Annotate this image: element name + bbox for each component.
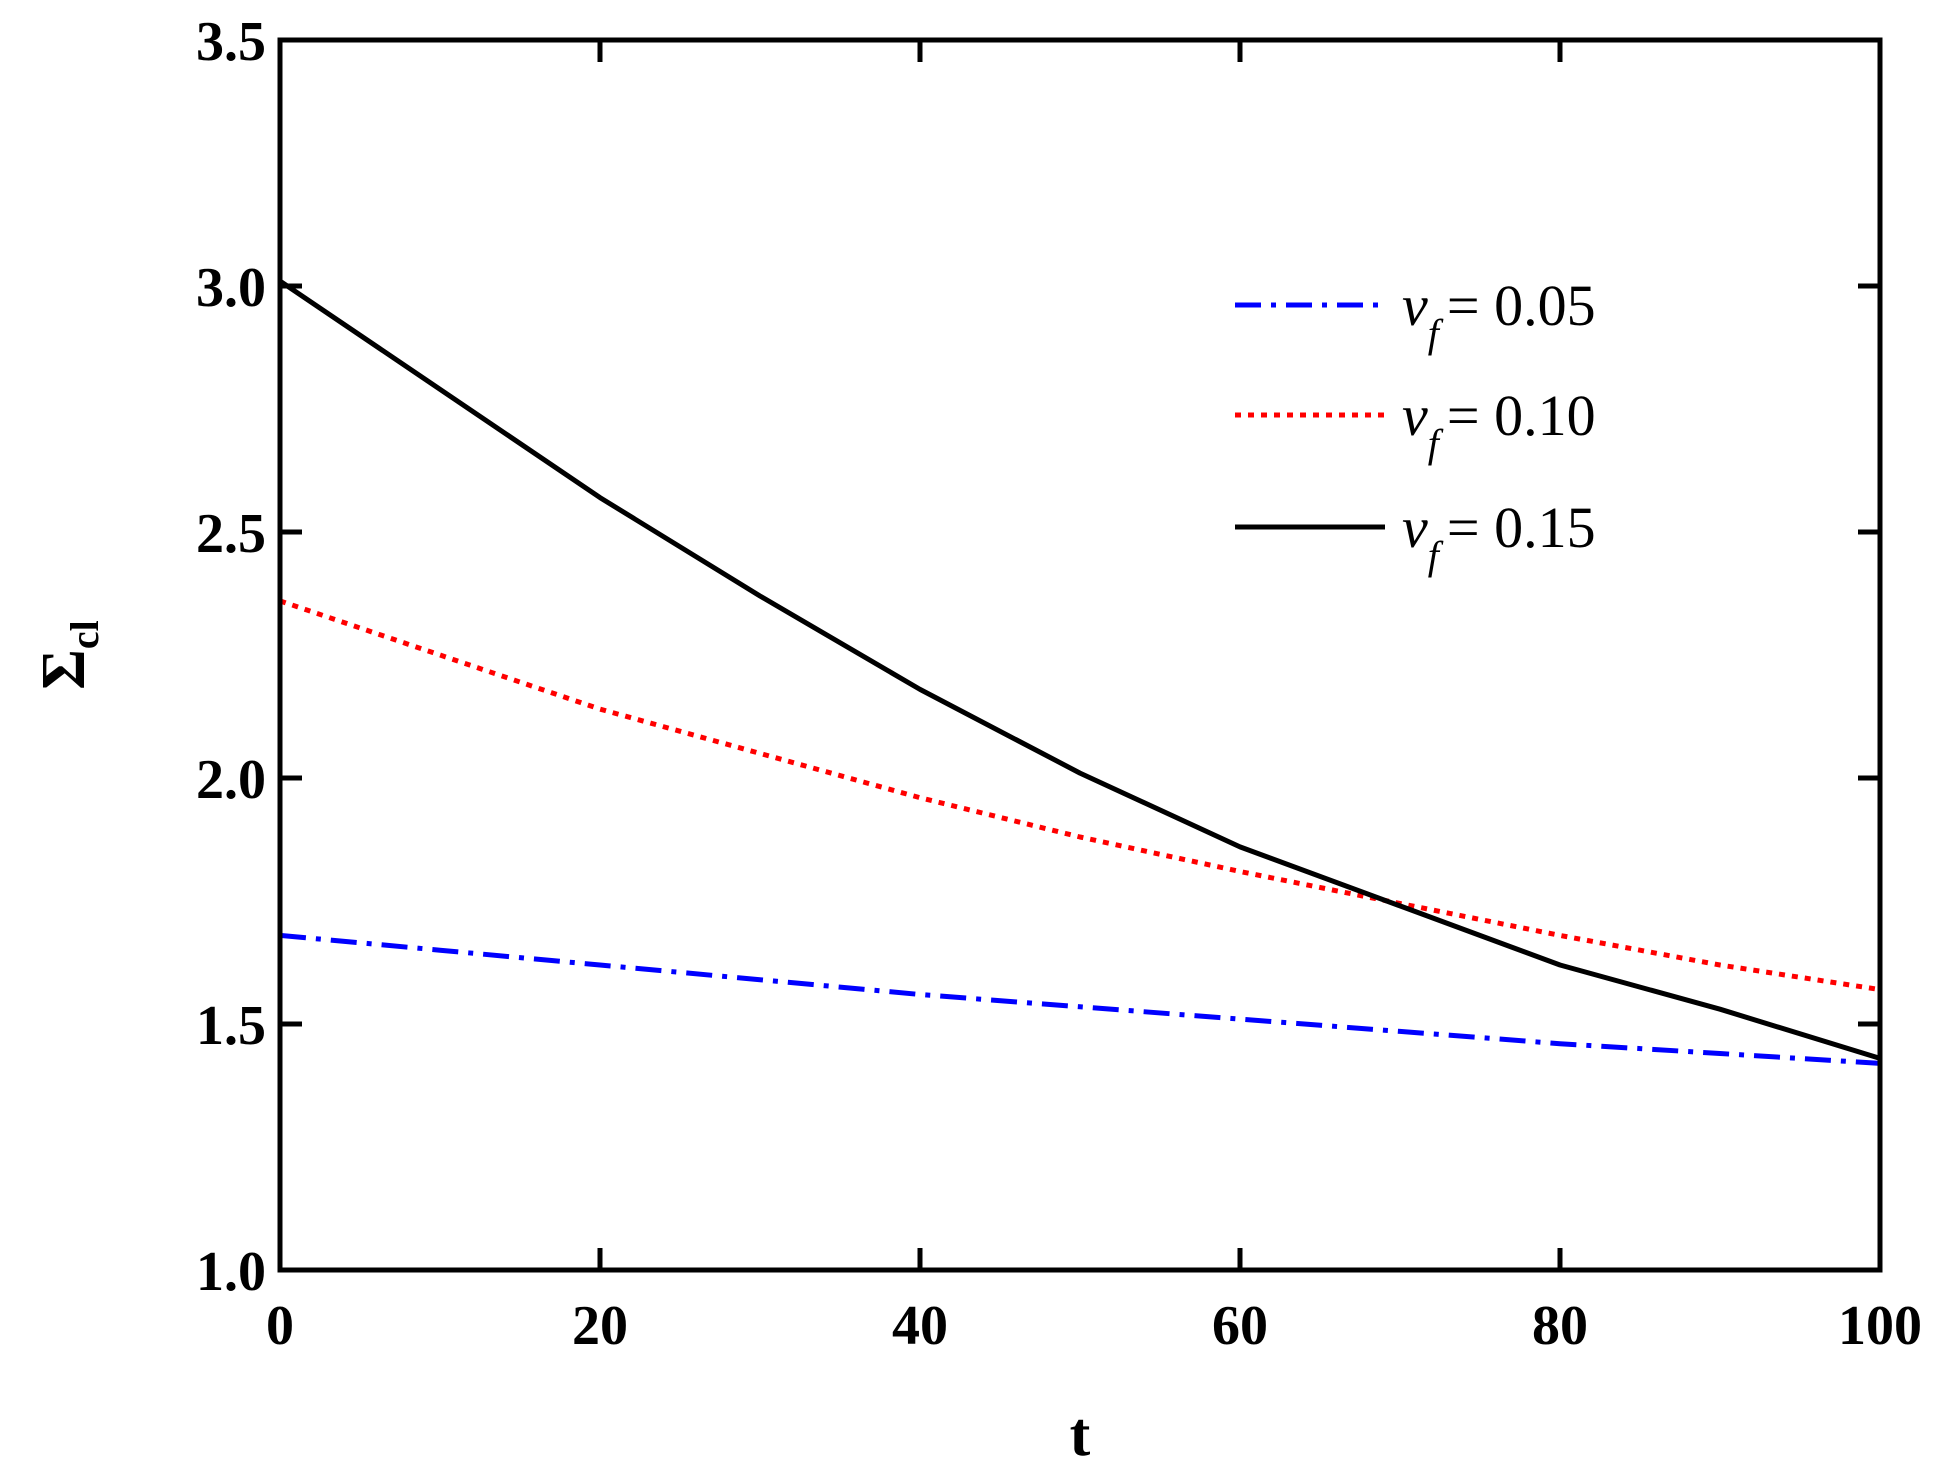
x-tick-label: 100 — [1838, 1295, 1922, 1357]
legend-value: = 0.15 — [1447, 495, 1596, 560]
legend-symbol: v — [1402, 273, 1428, 338]
y-axis-label-symbol: Σ — [30, 649, 98, 690]
y-tick-label: 2.5 — [196, 503, 266, 565]
legend-value: = 0.05 — [1447, 273, 1596, 338]
y-tick-label: 3.5 — [196, 11, 266, 73]
legend-symbol: v — [1402, 383, 1428, 448]
x-tick-label: 60 — [1212, 1295, 1268, 1357]
x-tick-label: 80 — [1532, 1295, 1588, 1357]
x-axis-label: t — [1070, 1401, 1091, 1461]
legend-subscript: f — [1428, 311, 1444, 356]
legend-subscript: f — [1428, 533, 1444, 578]
legend-symbol: v — [1402, 495, 1428, 560]
y-tick-label: 1.5 — [196, 995, 266, 1057]
x-tick-label: 0 — [266, 1295, 294, 1357]
y-tick-label: 1.0 — [196, 1241, 266, 1303]
series-lines — [278, 279, 1881, 1066]
series-line-1 — [279, 598, 1881, 993]
y-axis-label: Σcl — [30, 620, 107, 689]
y-tick-label: 2.0 — [196, 749, 266, 811]
legend-entry-2: vf = 0.15 — [1402, 495, 1596, 578]
legend-entry-1: vf = 0.10 — [1402, 383, 1596, 466]
series-line-0 — [279, 932, 1881, 1066]
x-tick-label: 40 — [892, 1295, 948, 1357]
legend-entry-0: vf = 0.05 — [1402, 273, 1596, 356]
series-line-2 — [278, 279, 1881, 1061]
legend-value: = 0.10 — [1447, 383, 1596, 448]
x-tick-label: 20 — [572, 1295, 628, 1357]
y-axis-label-subscript: cl — [62, 620, 107, 649]
plot-frame — [277, 37, 1883, 1273]
legend-subscript: f — [1428, 421, 1444, 466]
y-tick-label: 3.0 — [196, 257, 266, 319]
axis-ticks: 0 20 40 60 80 100 1.0 1.5 2.0 2.5 3.0 3.5 — [196, 11, 1922, 1357]
